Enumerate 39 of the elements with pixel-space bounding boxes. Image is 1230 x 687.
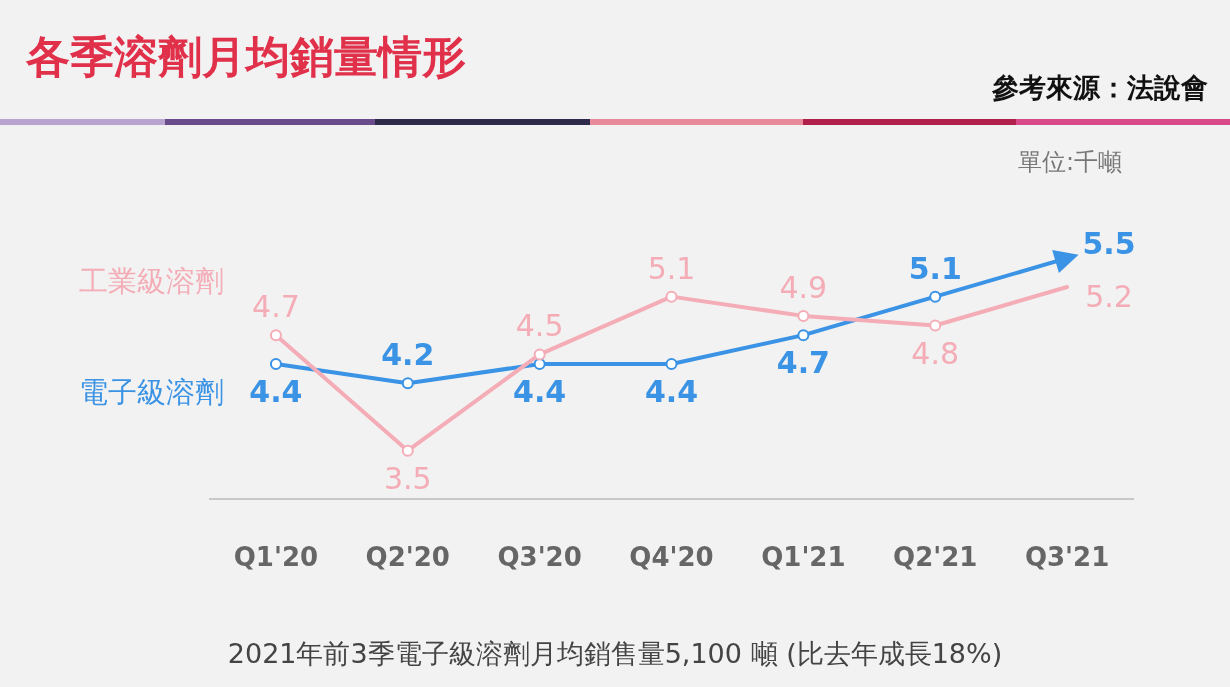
point bbox=[797, 309, 810, 322]
point bbox=[401, 377, 414, 390]
chart-title: 各季溶劑月均銷量情形 bbox=[26, 30, 466, 84]
data-label: 4.7 bbox=[252, 289, 300, 325]
point bbox=[401, 444, 414, 457]
series-label: 電子級溶劑 bbox=[78, 374, 224, 409]
data-label: 4.4 bbox=[249, 374, 303, 410]
point bbox=[665, 290, 678, 303]
point bbox=[533, 358, 546, 371]
x-tick-label: Q2'20 bbox=[365, 542, 450, 573]
data-label: 4.2 bbox=[381, 337, 435, 373]
point bbox=[797, 329, 810, 342]
data-label: 3.5 bbox=[383, 460, 432, 496]
data-label: 4.7 bbox=[776, 345, 830, 381]
x-tick-label: Q3'21 bbox=[1024, 542, 1110, 573]
data-label: 4.4 bbox=[644, 374, 699, 410]
data-label: 4.9 bbox=[779, 269, 828, 305]
data-label: 5.1 bbox=[647, 250, 696, 286]
x-tick-label: Q2'21 bbox=[893, 542, 978, 573]
text: 參考來源：法說會 bbox=[992, 71, 1208, 105]
point bbox=[269, 358, 282, 371]
x-tick-label: Q1'21 bbox=[761, 542, 846, 573]
point bbox=[929, 290, 942, 303]
text: 工業級溶劑 bbox=[78, 263, 224, 298]
data-label: 4.5 bbox=[515, 308, 564, 344]
data-label: 5.5 bbox=[1082, 225, 1136, 261]
point bbox=[269, 329, 282, 342]
x-tick-label: Q1'20 bbox=[233, 542, 319, 573]
text: 2021年前3季電子級溶劑月均銷售量5,100 噸 (比去年成長18%) bbox=[226, 637, 1004, 671]
data-label: 5.2 bbox=[1085, 278, 1133, 314]
point bbox=[929, 319, 942, 332]
data-label: 4.8 bbox=[911, 335, 960, 371]
point bbox=[533, 348, 546, 361]
data-label: 5.1 bbox=[908, 250, 962, 286]
data-label: 4.4 bbox=[513, 374, 567, 410]
point bbox=[665, 358, 678, 371]
x-tick-label: Q4'20 bbox=[629, 542, 714, 573]
text: 單位:千噸 bbox=[1017, 147, 1122, 178]
x-tick-label: Q3'20 bbox=[497, 542, 582, 573]
